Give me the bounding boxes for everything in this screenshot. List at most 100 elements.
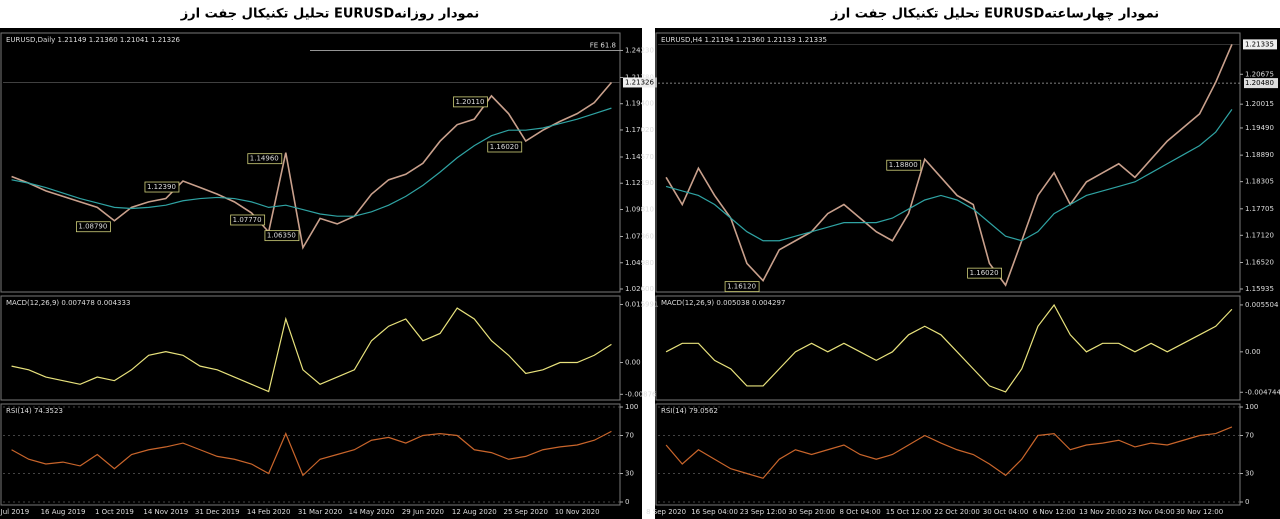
y-tick-label: 30 — [1245, 470, 1254, 478]
x-tick-label: 3 Jul 2019 — [0, 508, 29, 516]
y-tick-label: 30 — [625, 470, 634, 478]
panel-frame — [0, 403, 621, 506]
annotation-box — [886, 159, 922, 171]
x-tick-label: 8 Oct 04:00 — [839, 508, 880, 516]
series-line — [11, 430, 612, 477]
x-tick-label: 23 Nov 04:00 — [1127, 508, 1174, 516]
annotation-label: 1.16020 — [970, 269, 999, 277]
y-tick-label: 1.04980 — [625, 259, 654, 267]
x-tick-label: 14 Feb 2020 — [247, 508, 291, 516]
annotation-box — [144, 181, 180, 193]
current-box — [623, 77, 657, 88]
x-tick-label: 30 Oct 04:00 — [983, 508, 1029, 516]
annotation-label: 1.16020 — [490, 143, 519, 151]
panel-header: MACD(12,26,9) 0.007478 0.004333 — [6, 299, 130, 307]
series-line — [665, 303, 1233, 393]
y-tick-label: 1.19490 — [1245, 124, 1274, 132]
y-tick-label: 1.18890 — [1245, 151, 1274, 159]
x-tick-label: 30 Nov 12:00 — [1176, 508, 1223, 516]
x-tick-label: 13 Nov 20:00 — [1079, 508, 1126, 516]
annotation-box — [967, 267, 1002, 279]
left-window — [0, 28, 642, 519]
x-tick-label: 25 Sep 2020 — [504, 508, 548, 516]
y-tick-label: 1.20015 — [1245, 100, 1274, 108]
x-tick-label: 8 Sep 2020 — [646, 508, 686, 516]
y-tick-label: 1.16520 — [1245, 258, 1274, 266]
y-tick-label: 0.015991 — [625, 300, 658, 308]
level-label: FE 61.8 — [590, 41, 616, 49]
x-tick-label: 10 Nov 2020 — [555, 508, 600, 516]
y-tick-label: 1.18305 — [1245, 178, 1274, 186]
current-label: 1.21326 — [625, 78, 654, 86]
x-tick-label: 29 Jun 2020 — [402, 508, 444, 516]
panel-frame — [0, 32, 621, 293]
current-box — [1243, 39, 1277, 50]
y-tick-label: -0.004744 — [1245, 388, 1280, 396]
y-tick-label: 1.21780 — [625, 73, 654, 81]
panel-header: EURUSD,H4 1.21194 1.21360 1.21133 1.2133… — [661, 36, 827, 44]
y-tick-label: 1.17120 — [1245, 231, 1274, 239]
current-label: 1.21335 — [1245, 40, 1274, 48]
y-tick-label: 1.15935 — [1245, 285, 1274, 293]
series-line — [11, 81, 613, 250]
annotation-label: 1.18800 — [889, 161, 918, 169]
panel-frame — [655, 403, 1241, 506]
panel-header: EURUSD,Daily 1.21149 1.21360 1.21041 1.2… — [6, 36, 181, 44]
panel-header: RSI(14) 74.3523 — [6, 407, 63, 415]
series-line — [665, 426, 1233, 479]
annotation-label: 1.20110 — [455, 98, 484, 106]
annotation-label: 1.12390 — [147, 183, 176, 191]
panel-frame — [0, 295, 621, 401]
panel-header: MACD(12,26,9) 0.005038 0.004297 — [661, 299, 785, 307]
y-tick-label: 1.20675 — [1245, 70, 1274, 78]
annotation-label: 1.14960 — [250, 155, 279, 163]
x-tick-label: 31 Mar 2020 — [298, 508, 342, 516]
annotation-box — [724, 281, 760, 293]
x-tick-label: 16 Sep 04:00 — [691, 508, 738, 516]
x-tick-label: 12 Aug 2020 — [452, 508, 497, 516]
y-tick-label: -0.00876 — [625, 390, 657, 398]
y-tick-label: 1.17020 — [625, 126, 654, 134]
y-tick-label: 70 — [1245, 432, 1254, 440]
x-tick-label: 1 Oct 2019 — [95, 508, 134, 516]
annotation-box — [76, 221, 111, 233]
x-tick-label: 16 Aug 2019 — [41, 508, 86, 516]
x-tick-label: 22 Oct 20:00 — [934, 508, 980, 516]
annotation-label: 1.16120 — [727, 283, 756, 291]
series-line — [665, 44, 1233, 287]
y-tick-label: 70 — [625, 432, 634, 440]
x-tick-label: 14 Nov 2019 — [143, 508, 188, 516]
y-tick-label: 0.00 — [625, 359, 641, 367]
series-line — [665, 109, 1233, 242]
panel-frame — [655, 295, 1241, 401]
annotation-label: 1.08790 — [78, 223, 107, 231]
y-tick-label: 1.14570 — [625, 153, 654, 161]
y-tick-label: 1.12190 — [625, 179, 654, 187]
y-tick-label: 100 — [1245, 403, 1258, 411]
y-tick-label: 1.24230 — [625, 46, 654, 54]
y-tick-label: 0 — [1245, 498, 1249, 506]
series-line — [11, 107, 612, 217]
x-tick-label: 6 Nov 12:00 — [1033, 508, 1076, 516]
x-tick-label: 14 May 2020 — [349, 508, 395, 516]
y-tick-label: 1.17705 — [1245, 205, 1274, 213]
y-tick-label: 0 — [625, 498, 629, 506]
y-tick-label: 100 — [625, 403, 638, 411]
annotation-label: 1.06350 — [267, 232, 296, 240]
annotation-box — [453, 96, 488, 108]
annotation-box — [230, 214, 266, 226]
y-tick-label: 0.00 — [1245, 348, 1261, 356]
x-tick-label: 31 Dec 2019 — [195, 508, 240, 516]
y-tick-label: 1.19400 — [625, 100, 654, 108]
x-tick-label: 15 Oct 12:00 — [886, 508, 932, 516]
level-label: 1.20480 — [1245, 79, 1274, 87]
series-line — [11, 307, 612, 393]
level-box — [1244, 78, 1278, 89]
y-tick-label: 0.005504 — [1245, 301, 1279, 309]
y-tick-label: 1.02600 — [625, 285, 654, 293]
y-tick-label: 1.07360 — [625, 233, 654, 241]
x-tick-label: 30 Sep 20:00 — [788, 508, 835, 516]
annotation-box — [264, 230, 300, 242]
